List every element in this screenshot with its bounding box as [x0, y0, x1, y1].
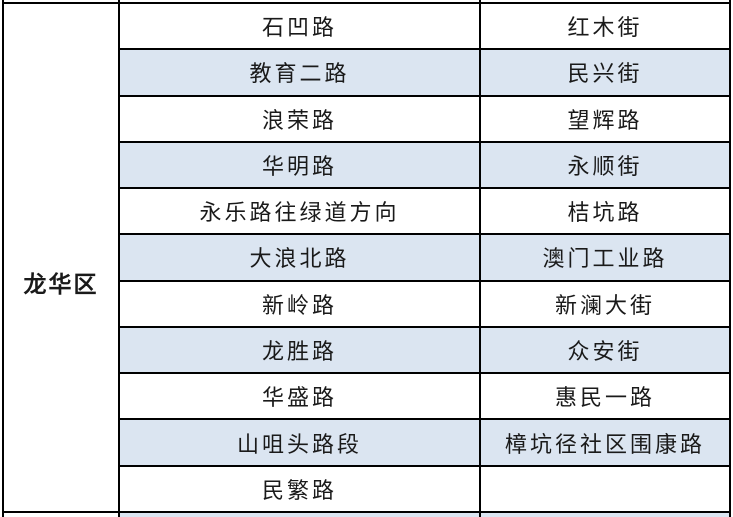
cropped-bottom-row-cell-district: [4, 513, 118, 517]
road-cell: 龙胜路: [120, 327, 479, 373]
street-cell: 民兴街: [481, 50, 729, 95]
street-cell: 众安街: [481, 327, 729, 373]
road-cell: 华盛路: [120, 374, 479, 419]
road-cell: 华明路: [120, 142, 479, 188]
street-cell: 永顺街: [481, 142, 729, 188]
cropped-top-row-cell-left: [120, 0, 479, 2]
road-cell: 石凹路: [120, 4, 479, 49]
street-cell: 樟坑径社区围康路: [481, 420, 729, 465]
road-cell: 永乐路往绿道方向: [120, 189, 479, 234]
street-cell: 桔坑路: [481, 189, 729, 234]
district-cell: 龙华区: [4, 4, 118, 511]
street-cell: 澳门工业路: [481, 235, 729, 280]
cropped-top-row-cell-district: [4, 0, 118, 2]
road-cell: 浪荣路: [120, 96, 479, 141]
road-cell: 教育二路: [120, 50, 479, 95]
cropped-top-row-cell-right: [481, 0, 729, 2]
road-cell: 民繁路: [120, 466, 479, 511]
street-cell: 新澜大街: [481, 281, 729, 326]
road-cell: 大浪北路: [120, 235, 479, 280]
cropped-bottom-row-cell-left: [120, 513, 479, 517]
cropped-bottom-row-cell-right: [481, 513, 729, 517]
street-cell: 望辉路: [481, 96, 729, 141]
road-cell: 新岭路: [120, 281, 479, 326]
road-cell: 山咀头路段: [120, 420, 479, 465]
street-cell: [481, 466, 729, 511]
district-label: 龙华区: [23, 270, 99, 298]
street-cell: 红木街: [481, 4, 729, 49]
street-cell: 惠民一路: [481, 374, 729, 419]
